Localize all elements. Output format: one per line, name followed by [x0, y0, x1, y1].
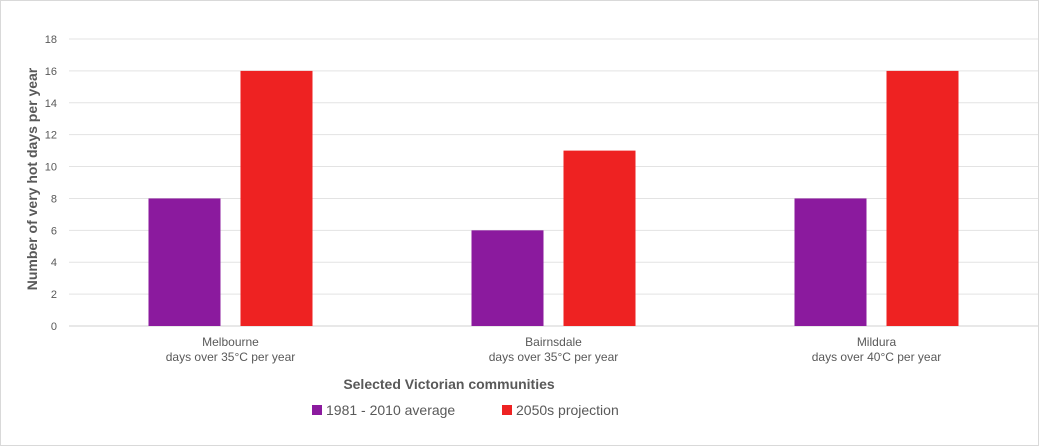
bar-projection: [886, 70, 959, 326]
y-tick-label: 16: [45, 66, 57, 78]
bars: [148, 70, 959, 326]
y-tick-label: 14: [45, 98, 57, 110]
bar-projection: [240, 70, 313, 326]
legend-label: 1981 - 2010 average: [326, 402, 455, 418]
bar-baseline: [471, 230, 544, 326]
y-tick-label: 2: [51, 289, 57, 301]
x-category-label: Melbourne: [202, 335, 259, 349]
bar-baseline: [148, 198, 221, 326]
y-tick-label: 4: [51, 257, 57, 269]
y-tick-label: 8: [51, 193, 57, 205]
bar-projection: [563, 150, 636, 326]
legend: 1981 - 2010 average 2050s projection: [312, 402, 619, 418]
legend-swatch: [502, 405, 512, 415]
gridlines: [69, 38, 1038, 327]
y-axis-title: Number of very hot days per year: [24, 67, 40, 290]
y-tick-label: 12: [45, 130, 57, 142]
x-category-label: days over 35°C per year: [489, 350, 619, 364]
x-axis-title: Selected Victorian communities: [343, 376, 555, 392]
y-tick-label: 18: [45, 34, 57, 46]
x-category-label: days over 40°C per year: [812, 350, 942, 364]
x-category-label: Bairnsdale: [525, 335, 582, 349]
legend-label: 2050s projection: [516, 402, 619, 418]
y-tick-label: 10: [45, 162, 57, 174]
x-category-label: days over 35°C per year: [166, 350, 296, 364]
y-axis-ticks: 0 2 4 6 8 10 12 14 16 18: [45, 34, 57, 333]
x-category-label: Mildura: [857, 335, 897, 349]
y-tick-label: 6: [51, 225, 57, 237]
legend-swatch: [312, 405, 322, 415]
bar-baseline: [794, 198, 867, 326]
y-tick-label: 0: [51, 321, 57, 333]
